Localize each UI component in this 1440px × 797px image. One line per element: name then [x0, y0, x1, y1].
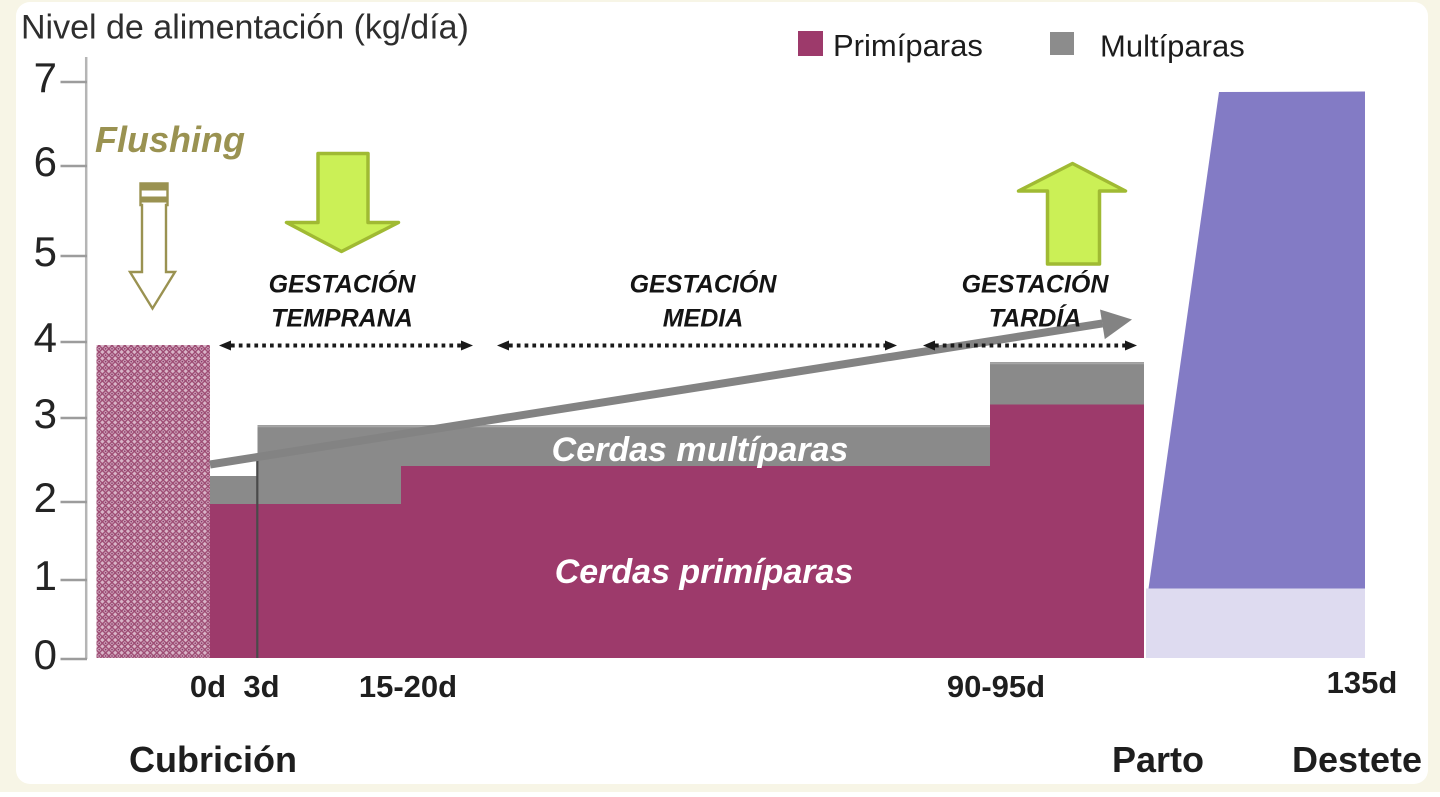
svg-text:Parto: Parto [1112, 739, 1204, 780]
svg-text:7: 7 [34, 54, 57, 101]
svg-text:90-95d: 90-95d [947, 669, 1045, 704]
svg-text:Cubrición: Cubrición [129, 739, 297, 780]
svg-text:6: 6 [34, 138, 57, 185]
svg-text:GESTACIÓN: GESTACIÓN [269, 270, 417, 299]
svg-text:5: 5 [34, 228, 57, 275]
svg-text:TEMPRANA: TEMPRANA [271, 305, 413, 333]
svg-text:Cerdas multíparas: Cerdas multíparas [552, 431, 849, 469]
svg-text:Primíparas: Primíparas [833, 28, 983, 63]
svg-text:GESTACIÓN: GESTACIÓN [962, 270, 1110, 299]
svg-text:Cerdas primíparas: Cerdas primíparas [555, 553, 854, 591]
svg-text:2: 2 [34, 474, 57, 521]
svg-text:Multíparas: Multíparas [1100, 29, 1245, 64]
svg-text:Nivel de alimentación (kg/día): Nivel de alimentación (kg/día) [21, 9, 469, 47]
svg-text:MEDIA: MEDIA [663, 305, 744, 333]
svg-text:Flushing: Flushing [95, 119, 245, 160]
svg-text:1: 1 [34, 552, 57, 599]
svg-text:GESTACIÓN: GESTACIÓN [630, 270, 778, 299]
svg-text:0d: 0d [190, 669, 226, 704]
svg-text:Destete: Destete [1292, 739, 1422, 780]
svg-text:15-20d: 15-20d [359, 669, 457, 704]
svg-text:4: 4 [34, 314, 57, 361]
svg-text:TARDÍA: TARDÍA [989, 304, 1082, 333]
svg-text:135d: 135d [1327, 665, 1398, 700]
svg-text:3d: 3d [243, 669, 279, 704]
svg-text:0: 0 [34, 631, 57, 678]
svg-text:3: 3 [34, 390, 57, 437]
